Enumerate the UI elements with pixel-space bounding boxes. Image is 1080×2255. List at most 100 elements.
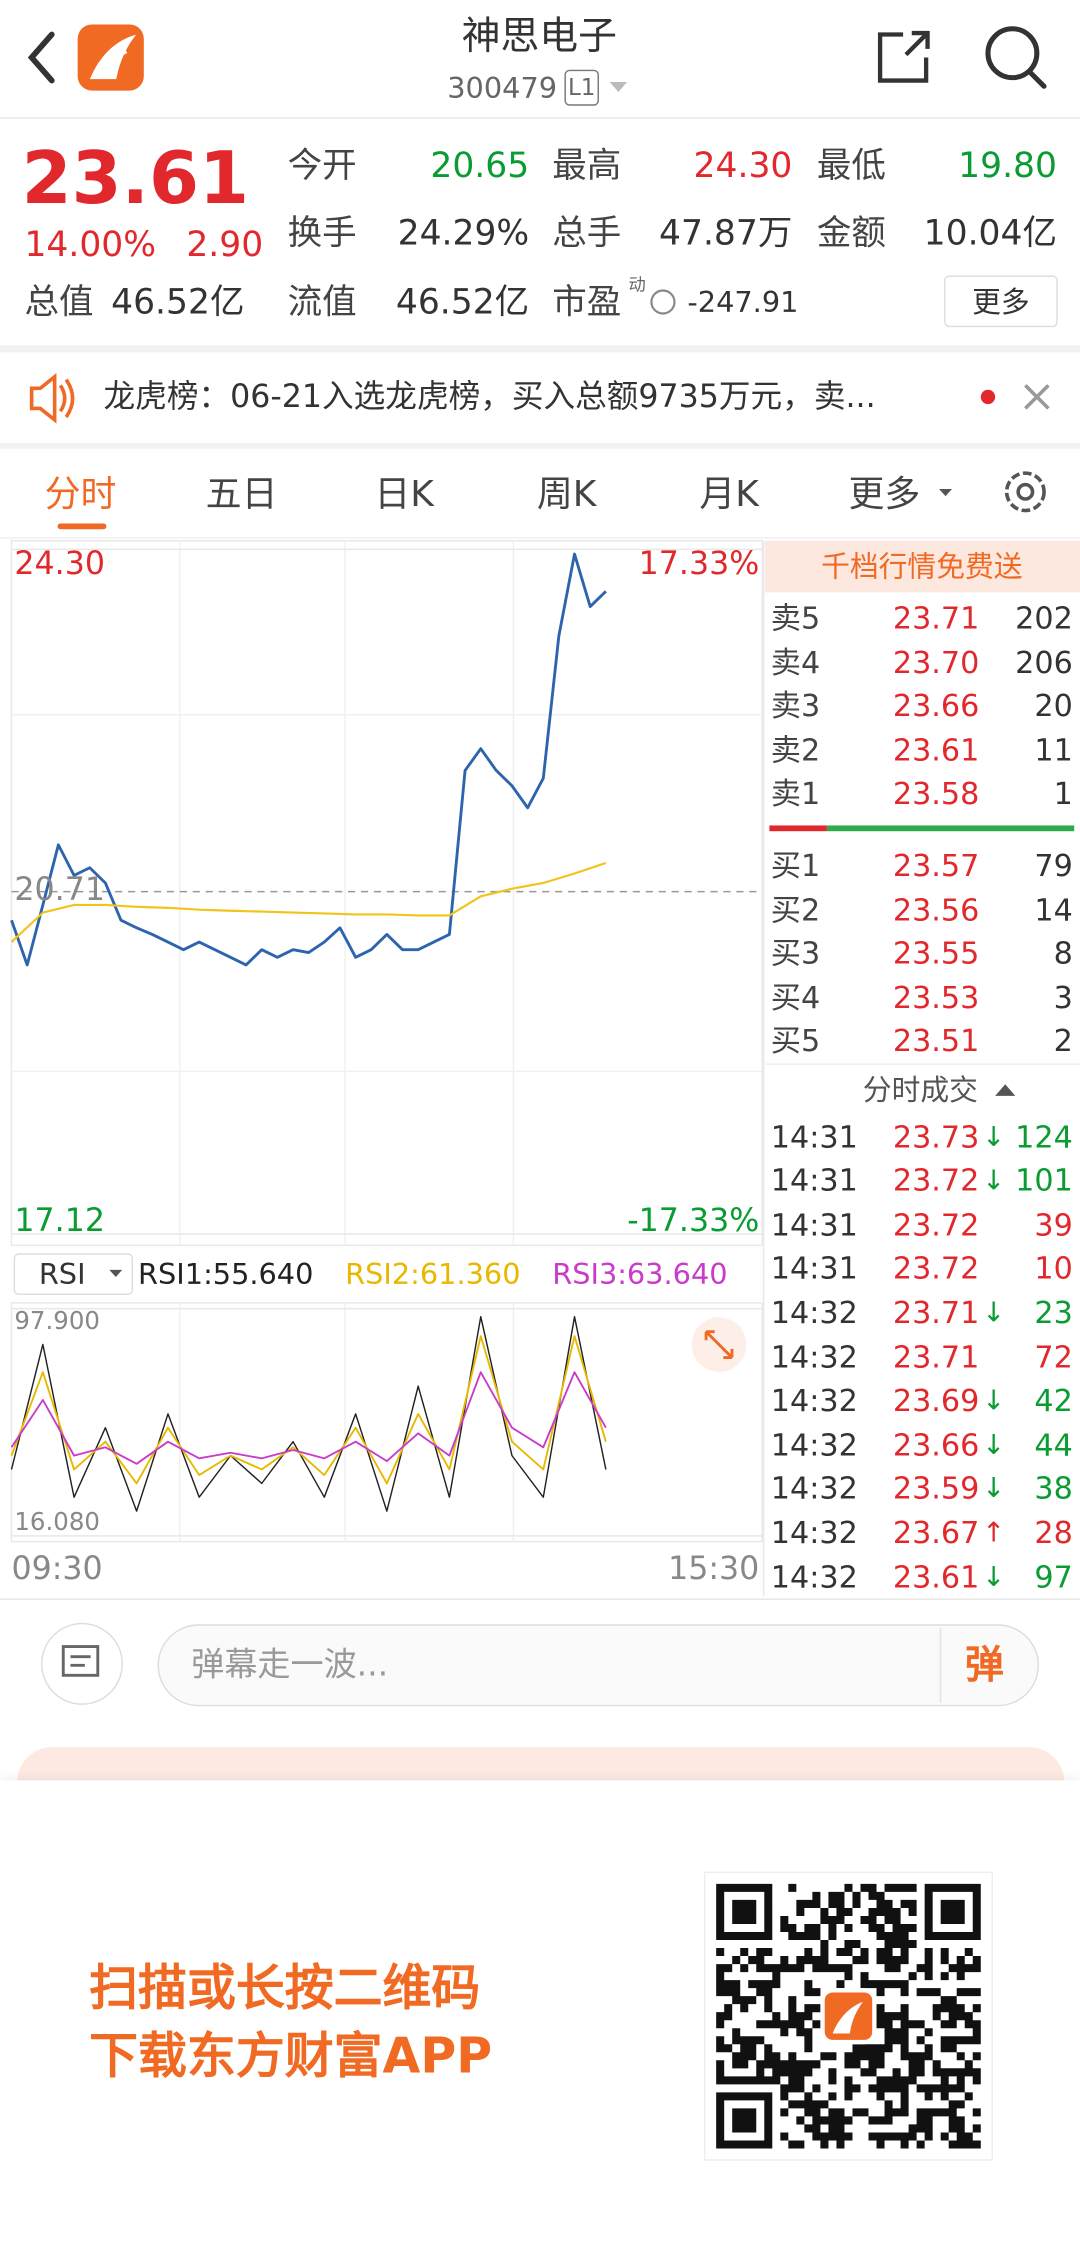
- book-label: 买1: [770, 847, 821, 883]
- settings-button[interactable]: [1004, 471, 1046, 513]
- book-label: 买2: [770, 892, 821, 927]
- notice-text: 龙虎榜：06-21入选龙虎榜，买入总额9735万元，卖...: [103, 379, 876, 416]
- trade-volume: 23: [1034, 1295, 1073, 1331]
- book-label: 卖5: [770, 600, 821, 635]
- danmaku-button[interactable]: 弹: [964, 1643, 1004, 1688]
- order-banner-bg: [765, 540, 1080, 593]
- more-button[interactable]: [944, 275, 1058, 328]
- indicator-arrow: [109, 1269, 123, 1278]
- order-banner[interactable]: 千档行情免费送: [821, 549, 1023, 584]
- legend-entry: RSI2:61.360: [345, 1256, 521, 1292]
- y-tick-label: 24.30: [14, 546, 105, 583]
- stat-value: 47.87万: [659, 212, 793, 254]
- trade-time: 14:32: [770, 1339, 858, 1375]
- book-volume: 11: [1034, 732, 1073, 768]
- book-label: 买4: [770, 980, 821, 1015]
- close-notice[interactable]: [1024, 384, 1050, 410]
- comment-input[interactable]: [157, 1624, 1040, 1707]
- stat-value: -247.91: [687, 284, 799, 320]
- qr-logo-mark: [832, 2001, 863, 2034]
- rsi-plot-frame: [10, 1302, 763, 1543]
- tab[interactable]: 五日: [205, 472, 278, 515]
- book-volume: 2: [1053, 1023, 1073, 1058]
- download-promo: 扫描或长按二维码 下载东方财富APP: [0, 1780, 1080, 2255]
- book-bar-buy: [826, 825, 1075, 832]
- section-gap: [0, 345, 1080, 353]
- stat-value: 24.30: [693, 145, 793, 186]
- section-gap: [0, 442, 1080, 449]
- promo-graphics: [703, 1871, 993, 2161]
- x-tick-label: 09:30: [11, 1551, 103, 1588]
- tab[interactable]: 周K: [536, 472, 597, 515]
- share-button[interactable]: [877, 30, 930, 83]
- stat-label: 最高: [552, 145, 622, 186]
- book-price: 23.56: [892, 892, 980, 927]
- trade-volume: 39: [1034, 1207, 1073, 1243]
- stat-label: 总手: [552, 212, 622, 254]
- more-button-label[interactable]: 更多: [972, 284, 1030, 320]
- trade-arrow: ↓: [982, 1296, 1006, 1329]
- book-volume: 206: [1015, 644, 1073, 680]
- back-button[interactable]: [27, 31, 55, 84]
- comment-placeholder[interactable]: 弹幕走一波...: [191, 1645, 389, 1684]
- change-amount: 2.90: [186, 224, 264, 265]
- stat-label: 总值: [24, 281, 94, 323]
- trade-volume: 44: [1034, 1427, 1073, 1463]
- trade-time: 14:32: [770, 1295, 858, 1331]
- trade-price: 23.72: [892, 1207, 980, 1243]
- trade-time: 14:32: [770, 1559, 858, 1595]
- series-line: [10, 1315, 607, 1512]
- book-label: 买5: [770, 1023, 821, 1058]
- trade-time: 14:32: [770, 1471, 858, 1507]
- indicator-label: RSI: [38, 1256, 86, 1292]
- tab[interactable]: 更多: [848, 472, 921, 515]
- book-price: 23.51: [892, 1023, 980, 1058]
- trades-arrow: [995, 1084, 1016, 1096]
- info-icon: [650, 289, 676, 315]
- speaker-icon: [29, 373, 75, 424]
- legend-entry: RSI1:55.640: [138, 1256, 314, 1292]
- level-label: L1: [567, 73, 596, 101]
- tab[interactable]: 月K: [699, 472, 759, 515]
- trade-time: 14:31: [770, 1163, 858, 1199]
- trade-arrow: ↓: [982, 1561, 1006, 1593]
- trade-price: 23.67: [892, 1515, 980, 1551]
- stat-value: 10.04亿: [923, 212, 1057, 254]
- indicator-select[interactable]: [13, 1253, 134, 1295]
- stat-label: 换手: [287, 212, 357, 254]
- book-price: 23.71: [892, 600, 980, 635]
- tab-underline: [57, 523, 107, 530]
- y2-tick-label: 17.33%: [638, 546, 760, 583]
- trade-arrow: ↓: [982, 1385, 1006, 1417]
- tab[interactable]: 分时: [44, 472, 117, 515]
- search-button[interactable]: [985, 26, 1040, 81]
- stat-label: 最低: [816, 145, 886, 186]
- book-volume: 14: [1034, 892, 1073, 927]
- trade-volume: 42: [1034, 1383, 1073, 1419]
- book-price: 23.61: [892, 732, 980, 768]
- more-tab-arrow: [939, 488, 953, 497]
- expand-icon: [704, 1330, 734, 1359]
- logo-mark: [89, 34, 137, 80]
- stat-value: 20.65: [430, 145, 530, 186]
- legend-entry: RSI3:63.640: [552, 1256, 728, 1292]
- trade-price: 23.69: [892, 1383, 980, 1419]
- stat-value: 19.80: [958, 145, 1057, 186]
- level-badge: [564, 69, 599, 106]
- trade-volume: 72: [1034, 1339, 1073, 1375]
- last-price: 23.61: [21, 136, 250, 221]
- book-volume: 8: [1053, 935, 1073, 970]
- y2-tick-label: -17.33%: [627, 1203, 760, 1240]
- book-price: 23.58: [892, 775, 980, 811]
- settings-center: [1016, 482, 1035, 501]
- comment-tool[interactable]: [40, 1622, 123, 1705]
- book-volume: 202: [1015, 600, 1073, 635]
- book-price: 23.66: [892, 688, 980, 723]
- trade-price: 23.71: [892, 1295, 980, 1331]
- stat-label: 今开: [287, 145, 357, 186]
- y-tick-label: 20.71: [14, 872, 105, 909]
- stat-label: 金额: [816, 212, 886, 254]
- dropdown-icon[interactable]: [609, 81, 628, 93]
- tab[interactable]: 日K: [374, 472, 434, 515]
